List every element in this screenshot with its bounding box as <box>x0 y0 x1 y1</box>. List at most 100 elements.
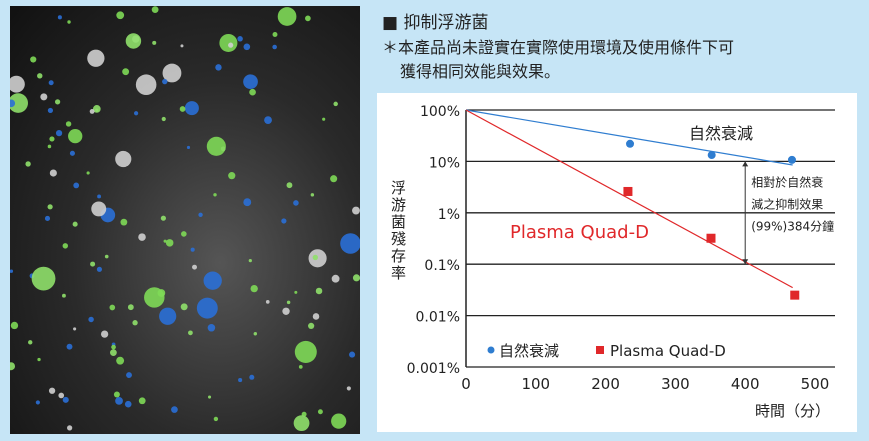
particle <box>308 322 315 329</box>
particle <box>40 93 48 101</box>
particle <box>97 194 102 199</box>
data-point-natural <box>787 155 796 164</box>
particle <box>160 215 166 221</box>
particle <box>100 330 109 338</box>
fit-line-natural <box>465 109 793 166</box>
y-label-char: 游 <box>391 196 406 214</box>
particle <box>115 150 132 168</box>
particle <box>219 33 238 52</box>
plasma-label: Plasma Quad-D <box>510 222 649 243</box>
particle <box>9 269 14 273</box>
particle <box>65 121 72 127</box>
particle <box>243 74 258 90</box>
particle <box>111 344 116 350</box>
particle <box>67 425 73 431</box>
particle <box>125 33 142 49</box>
particle <box>228 172 236 180</box>
particle <box>253 332 258 336</box>
legend-plasma: Plasma Quad-D <box>610 342 726 360</box>
y-axis-label: 浮游菌殘存率 <box>391 179 406 282</box>
particle <box>57 15 62 20</box>
data-point-plasma <box>706 233 716 243</box>
annotation-text: (99%)384分鐘 <box>751 218 834 233</box>
particle <box>10 321 19 330</box>
annotation-text: 相對於自然衰 <box>751 174 823 189</box>
legend-natural: 自然衰減 <box>499 342 559 360</box>
particle <box>115 396 123 405</box>
legend-square-marker <box>596 346 604 354</box>
particle <box>331 274 340 283</box>
particle <box>349 351 356 358</box>
y-tick-label: 100% <box>420 104 460 120</box>
particle <box>207 395 212 399</box>
particle <box>264 116 272 125</box>
particle <box>249 374 255 380</box>
note-line-2: 獲得相同效能與效果。 <box>400 62 561 81</box>
chart-panel: 100% 10% 1% 0.1% 0.01% 0.001% 0 100 200 300 400 500… <box>377 93 857 432</box>
log-decay-chart: 100% 10% 1% 0.1% 0.01% 0.001%0 100 200 300 400 500… <box>391 104 835 420</box>
particle <box>293 200 299 206</box>
particle <box>213 193 217 197</box>
y-label-char: 殘 <box>391 230 406 248</box>
particle <box>312 313 320 320</box>
particle <box>161 116 166 122</box>
particle <box>206 136 226 156</box>
particle <box>152 40 157 45</box>
particle <box>7 362 16 371</box>
particle <box>116 356 125 365</box>
particle <box>293 415 310 432</box>
particle <box>352 206 360 215</box>
particle <box>54 99 61 105</box>
particle <box>181 231 187 237</box>
particle <box>122 68 130 76</box>
particle <box>157 289 166 297</box>
particle <box>35 400 40 405</box>
particle <box>68 128 83 144</box>
particle <box>163 239 167 243</box>
particle <box>237 36 243 42</box>
particle <box>109 304 116 311</box>
particle <box>298 365 303 369</box>
x-tick-label: 400 <box>731 375 760 393</box>
x-tick-label: 0 <box>461 375 471 393</box>
particle <box>92 105 101 113</box>
particle <box>180 44 184 48</box>
particle <box>192 264 197 270</box>
particle <box>162 63 182 83</box>
particle <box>49 136 55 142</box>
particle <box>346 386 351 391</box>
particle <box>228 42 234 48</box>
particle <box>179 106 186 112</box>
data-point-natural <box>626 139 635 148</box>
data-point-plasma <box>790 290 800 300</box>
particle <box>87 49 105 67</box>
data-point-plasma <box>623 186 633 196</box>
particle <box>272 44 277 50</box>
particle <box>294 340 317 363</box>
particle <box>238 378 243 383</box>
particle <box>265 300 270 304</box>
particle <box>282 307 290 315</box>
x-tick-label: 200 <box>591 375 620 393</box>
particle <box>67 20 71 24</box>
particle <box>151 6 159 14</box>
x-axis-label: 時間（分） <box>755 402 830 420</box>
particle <box>72 221 78 227</box>
particle <box>315 287 323 295</box>
particle <box>165 239 174 247</box>
particle <box>243 43 251 51</box>
particle <box>188 330 193 336</box>
particle <box>312 254 318 261</box>
particle <box>203 271 222 290</box>
particle <box>305 15 311 22</box>
particle <box>116 11 125 20</box>
particle <box>272 32 278 38</box>
annotation-text: 減之抑制效果 <box>751 196 823 211</box>
particle <box>213 416 219 422</box>
particle <box>352 274 361 282</box>
data-point-natural <box>707 151 716 160</box>
particle <box>207 324 216 332</box>
particle <box>127 304 134 311</box>
particle <box>317 409 323 415</box>
particle <box>180 303 188 311</box>
